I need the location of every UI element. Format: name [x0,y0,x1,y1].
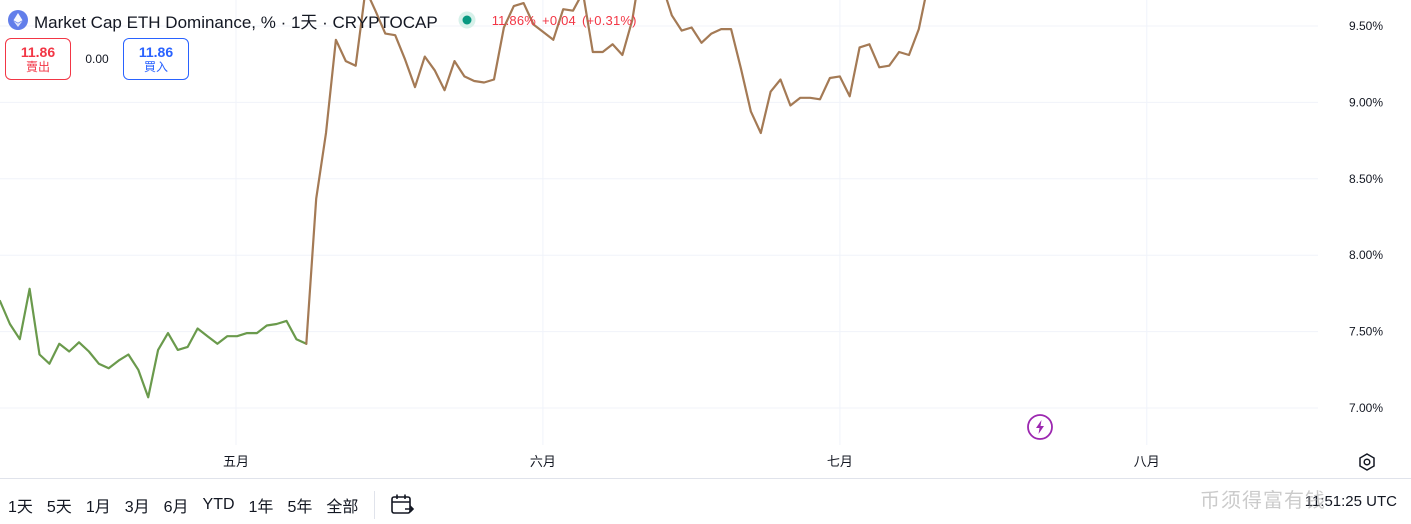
buy-label: 買入 [143,59,168,74]
y-tick-label: 8.00% [1349,248,1383,262]
y-tick-label: 9.50% [1349,19,1383,33]
sell-price: 11.86 [20,43,56,60]
x-tick-label: 七月 [827,454,853,469]
period-1m[interactable]: 1月 [85,499,111,516]
sell-label: 賣出 [25,59,50,74]
y-tick-label: 7.00% [1349,401,1383,415]
period-6m[interactable]: 6月 [163,499,189,516]
utc-clock[interactable]: 11:51:25 UTC [1304,493,1397,510]
buy-button[interactable]: 11.86 買入 [123,38,189,80]
last-price: 11.86% [491,12,537,28]
time-axis: 五月 六月 七月 八月 [223,454,1160,469]
price-axis: 7.00%7.50%8.00%8.50%9.00%9.50%10.00%10.5… [1349,19,1383,415]
buy-price: 11.86 [138,43,174,60]
period-selector: 1天 5天 1月 3月 6月 YTD 1年 5年 全部 [8,491,415,519]
y-tick-label: 8.50% [1349,172,1383,186]
price-quote: 11.86% +0.04 (+0.31%) [492,13,643,28]
period-1d[interactable]: 1天 [8,499,33,516]
price-change: +0.04 [542,12,576,28]
period-5d[interactable]: 5天 [46,499,72,516]
ethereum-icon [8,10,28,30]
period-5y[interactable]: 5年 [287,499,313,516]
series-line-segment [0,287,308,399]
watermark-text: 币须得富有钱 [1200,490,1326,512]
toolbar-divider [374,491,376,519]
series-line-segment [305,0,927,345]
period-3m[interactable]: 3月 [124,499,150,516]
y-tick-label: 7.50% [1349,325,1383,339]
period-all[interactable]: 全部 [326,499,359,516]
x-tick-label: 八月 [1134,454,1160,469]
axis-settings-icon[interactable] [1357,452,1377,472]
calendar-goto-icon[interactable] [389,492,415,518]
period-1y[interactable]: 1年 [248,499,274,516]
x-tick-label: 六月 [530,454,556,469]
chart-header: Market Cap ETH Dominance, % · 1天 · CRYPT… [8,8,643,32]
chart-grid [0,0,1318,445]
period-ytd[interactable]: YTD [202,496,235,513]
symbol-title[interactable]: Market Cap ETH Dominance, % · 1天 · CRYPT… [34,12,438,32]
x-tick-label: 五月 [223,454,249,469]
trade-panel: 11.86 賣出 0.00 11.86 買入 [5,38,189,80]
spread-value: 0.00 [85,52,109,66]
price-series [0,0,927,399]
bottom-toolbar: 1天 5天 1月 3月 6月 YTD 1年 5年 全部 11:51:25 UTC [0,478,1411,524]
y-tick-label: 9.00% [1349,95,1383,109]
market-status-icon[interactable] [458,11,476,29]
sell-button[interactable]: 11.86 賣出 [5,38,71,80]
event-flash-icon[interactable] [1027,414,1053,440]
price-change-percent: (+0.31%) [581,12,637,28]
